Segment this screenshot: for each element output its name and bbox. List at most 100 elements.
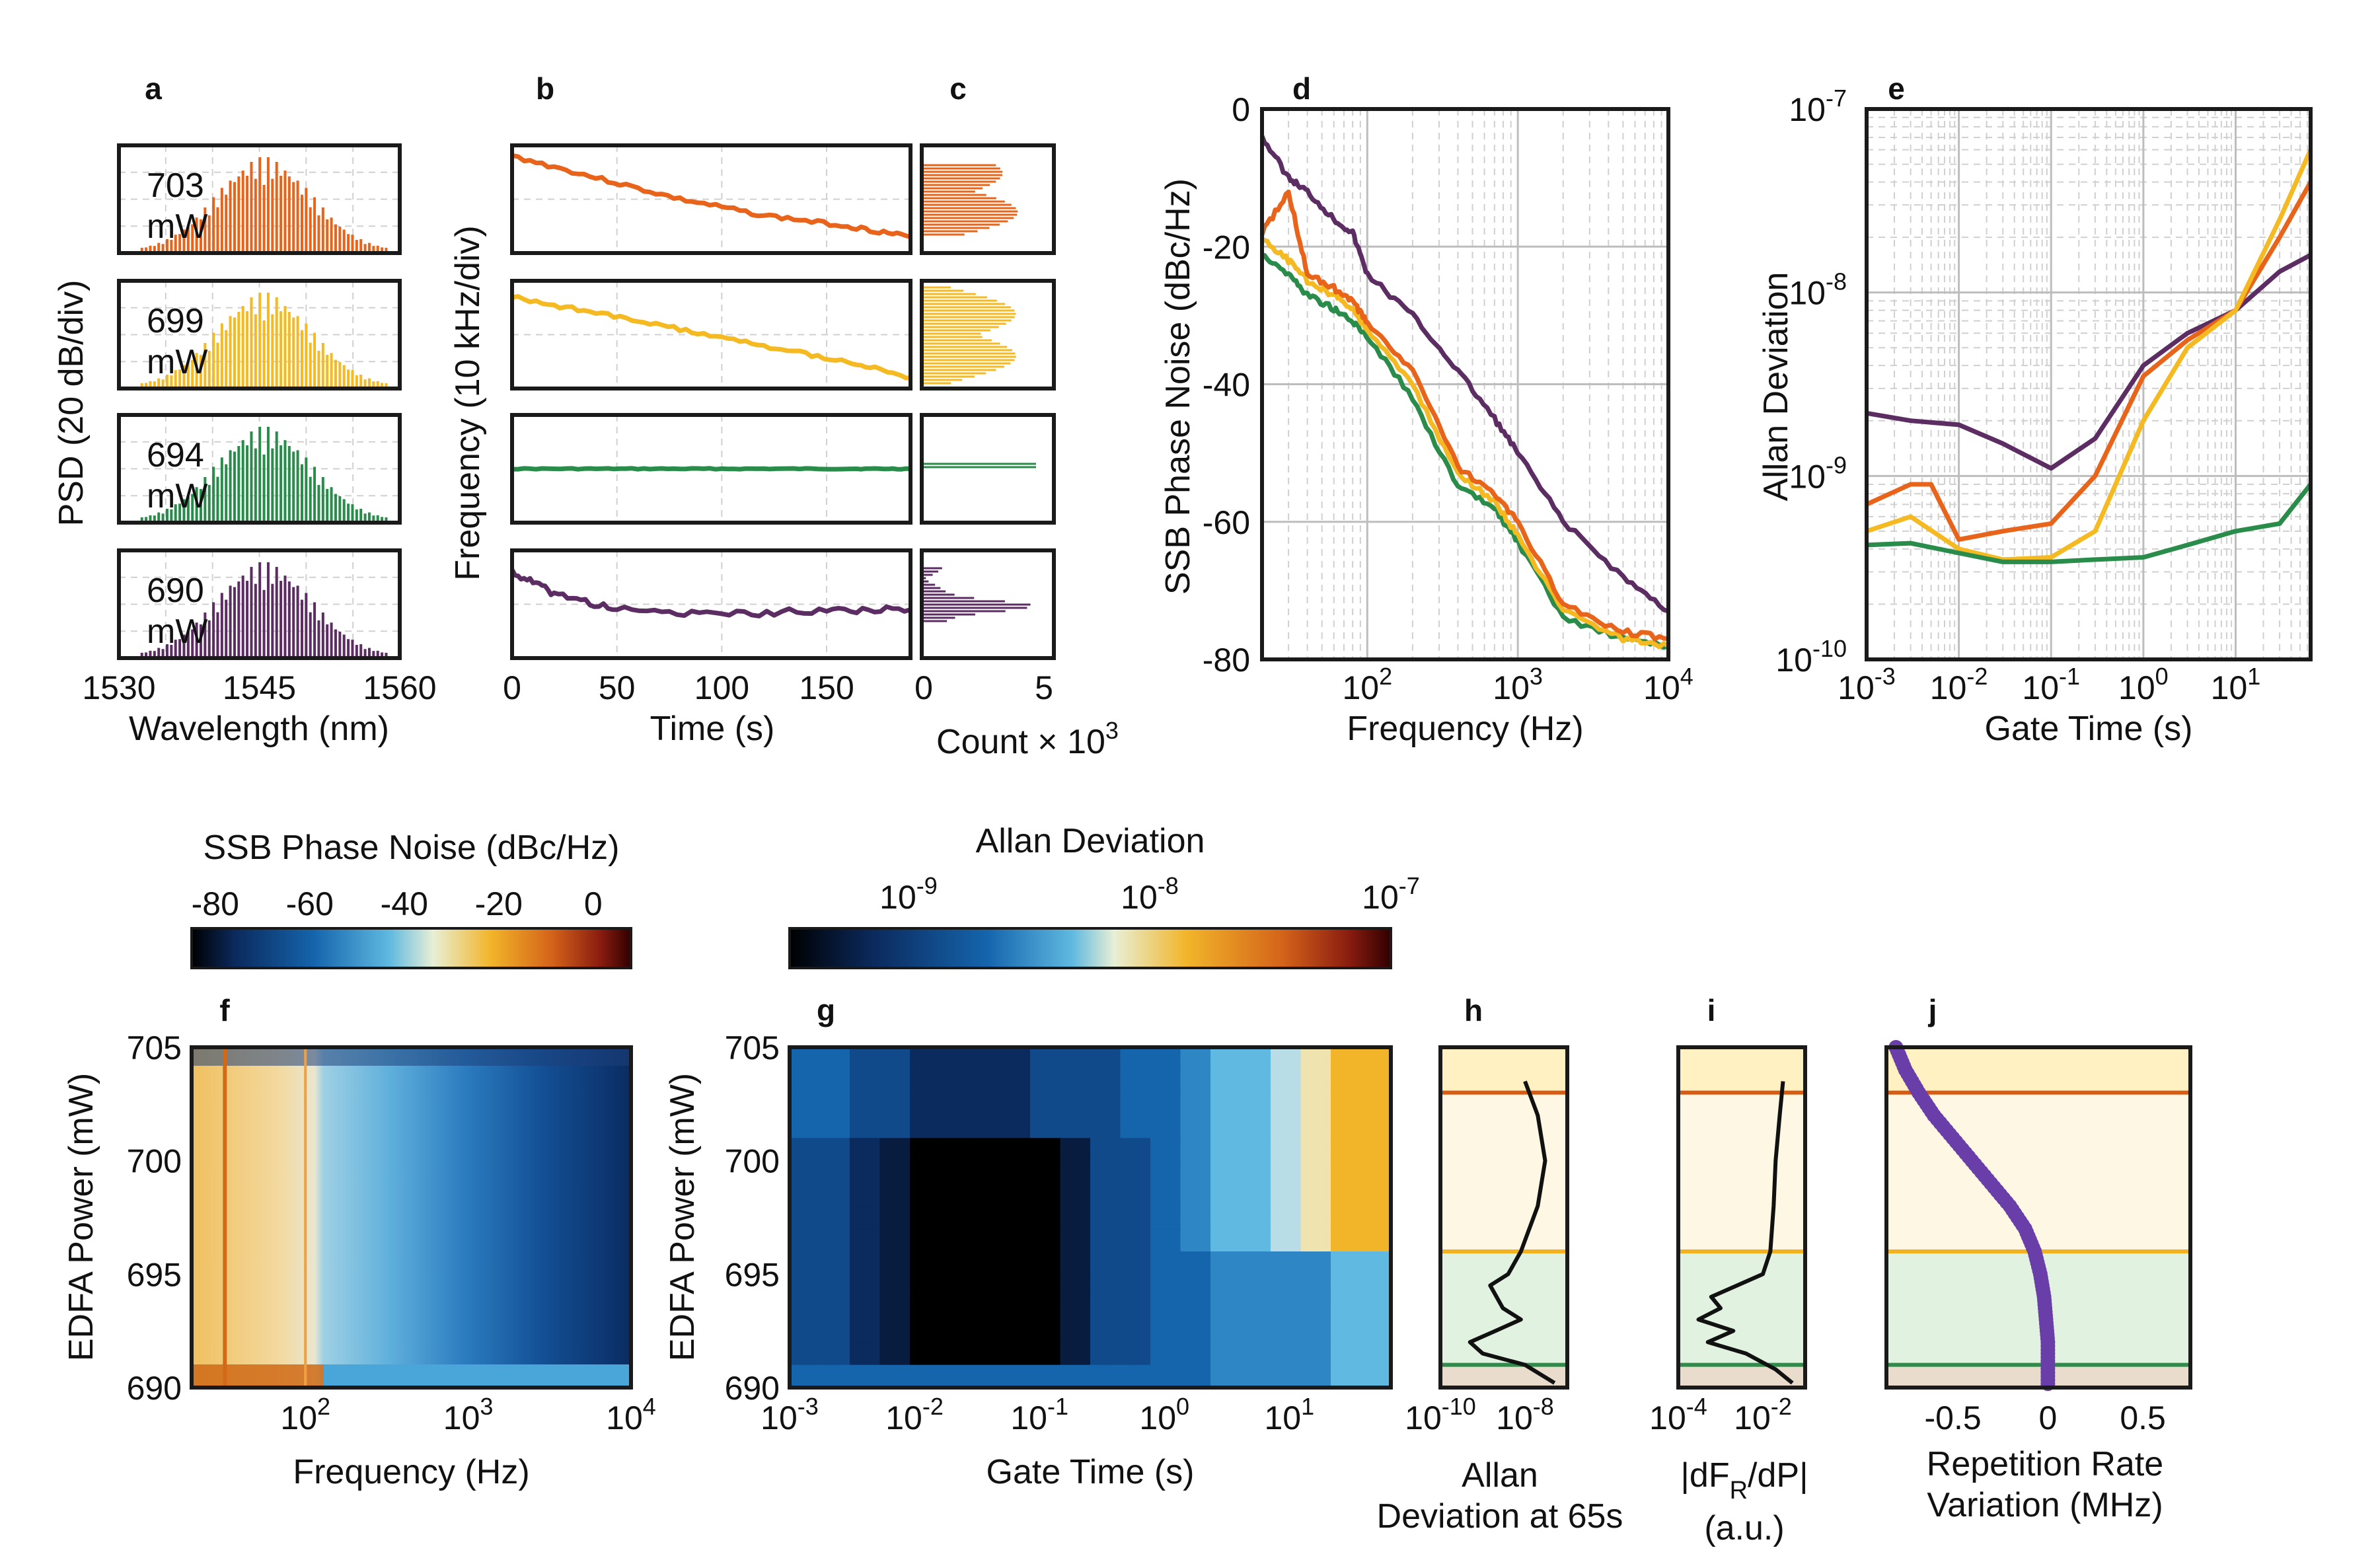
plot-frame xyxy=(1438,1045,1569,1390)
heatmap-cell xyxy=(1030,1047,1061,1071)
heatmap-cell xyxy=(790,1160,821,1184)
heatmap-cell xyxy=(1150,1228,1181,1252)
heatmap-cell xyxy=(1300,1047,1331,1071)
colorbar-tick-label: -40 xyxy=(381,885,428,922)
heatmap-cell xyxy=(1090,1206,1121,1230)
x-tick-label: 102 xyxy=(1342,663,1392,706)
y-tick-label: 0 xyxy=(1232,91,1250,128)
heatmap-cell xyxy=(1090,1296,1121,1320)
heatmap-cell xyxy=(1331,1274,1362,1298)
heatmap-cell xyxy=(1271,1319,1302,1343)
panel-labels: a b c d e f g h i j xyxy=(145,71,1937,1027)
heatmap-cell xyxy=(1331,1296,1362,1320)
plot-frame xyxy=(117,548,402,660)
heatmap-cell xyxy=(1090,1070,1121,1094)
heatmap-cell xyxy=(970,1138,1001,1162)
plot-frame xyxy=(117,279,402,390)
heatmap-cell xyxy=(1120,1319,1151,1343)
heatmap-cell xyxy=(970,1115,1001,1139)
colorbar-tick-label: 0 xyxy=(584,885,603,922)
heatmap-cell xyxy=(1240,1047,1271,1071)
heatmap-cell xyxy=(1331,1183,1362,1207)
heatmap-cell xyxy=(1180,1274,1211,1298)
x-tick-label: 10-8 xyxy=(1496,1393,1554,1436)
heatmap-cell xyxy=(1120,1138,1151,1162)
heatmap-cell xyxy=(1240,1115,1271,1139)
heatmap-cell xyxy=(1360,1274,1392,1298)
heatmap-cell xyxy=(910,1342,941,1366)
heatmap-cell xyxy=(819,1115,850,1139)
x-axis-label: Allan xyxy=(1462,1456,1538,1495)
heatmap-cell xyxy=(1150,1070,1181,1094)
heatmap-cell xyxy=(1331,1115,1362,1139)
heatmap-cell xyxy=(1120,1296,1151,1320)
heatmap-cell xyxy=(1030,1183,1061,1207)
heatmap-cell xyxy=(1300,1092,1331,1116)
x-tick-label: 1545 xyxy=(223,669,296,706)
heatmap-cell xyxy=(1000,1183,1031,1207)
plot-frame xyxy=(510,143,912,255)
heatmap-cell xyxy=(1180,1070,1211,1094)
heatmap-cell xyxy=(910,1274,941,1298)
heatmap-cell xyxy=(1000,1274,1031,1298)
heatmap-cell xyxy=(819,1228,850,1252)
x-tick-label: 102 xyxy=(280,1393,330,1436)
x-tick-label: 100 xyxy=(2118,663,2169,706)
colorbar xyxy=(190,927,632,969)
heatmap-cell xyxy=(970,1228,1001,1252)
heatmap-cell xyxy=(850,1092,881,1116)
heatmap-cell xyxy=(1030,1251,1061,1275)
heatmap-cell xyxy=(1210,1206,1242,1230)
heatmap-cell xyxy=(1360,1228,1392,1252)
heatmap-cell xyxy=(970,1206,1001,1230)
y-tick-label: 705 xyxy=(725,1029,780,1066)
heatmap-cell xyxy=(1180,1228,1211,1252)
heatmap-cell xyxy=(850,1364,881,1388)
plot-frame xyxy=(920,548,1056,660)
y-tick-label: -40 xyxy=(1203,367,1250,404)
heatmap-cell xyxy=(1000,1364,1031,1388)
heatmap-cell xyxy=(1180,1092,1211,1116)
heatmap-cell xyxy=(790,1183,821,1207)
band-region xyxy=(1678,1047,1805,1093)
heatmap-cell xyxy=(1180,1047,1211,1071)
heatmap-cell xyxy=(1180,1183,1211,1207)
heatmap-cell xyxy=(1150,1160,1181,1184)
heatmap-cell xyxy=(850,1047,881,1071)
heatmap-cell xyxy=(1360,1206,1392,1230)
heatmap-cell xyxy=(1360,1296,1392,1320)
heatmap-cell xyxy=(879,1092,911,1116)
heatmap-cell xyxy=(1331,1070,1362,1094)
panel-label-i: i xyxy=(1707,993,1716,1027)
heatmap-cell xyxy=(1000,1160,1031,1184)
heatmap-cell xyxy=(940,1296,971,1320)
heatmap-cell xyxy=(1000,1206,1031,1230)
x-axis-label: Frequency (Hz) xyxy=(293,1453,529,1491)
heatmap-cell xyxy=(790,1274,821,1298)
x-tick-label: 100 xyxy=(1139,1393,1189,1436)
heatmap-cell xyxy=(790,1251,821,1275)
power-value: 690 xyxy=(147,572,204,610)
heatmap-cell xyxy=(1240,1092,1271,1116)
heatmap-cell xyxy=(819,1319,850,1343)
heatmap-cell xyxy=(1150,1183,1181,1207)
heatmap-cell xyxy=(1271,1364,1302,1388)
colorbar-tick-label: -20 xyxy=(475,885,523,922)
heatmap-cell xyxy=(1000,1319,1031,1343)
heatmap-cell xyxy=(1180,1160,1211,1184)
y-tick-label: 690 xyxy=(725,1370,780,1407)
y-tick-label: 10-7 xyxy=(1789,85,1847,128)
heatmap-cell xyxy=(1331,1251,1362,1275)
y-tick-label: 695 xyxy=(725,1256,780,1293)
heatmap-cell xyxy=(970,1364,1001,1388)
heatmap-cell xyxy=(1090,1183,1121,1207)
heatmap-cell xyxy=(1271,1251,1302,1275)
y-tick-label: -60 xyxy=(1203,504,1250,541)
heatmap-cell xyxy=(940,1047,971,1071)
heatmap-cell xyxy=(790,1092,821,1116)
heatmap-cell xyxy=(1060,1228,1091,1252)
histogram-2 xyxy=(920,413,1056,525)
power-value: 699 xyxy=(147,302,204,340)
